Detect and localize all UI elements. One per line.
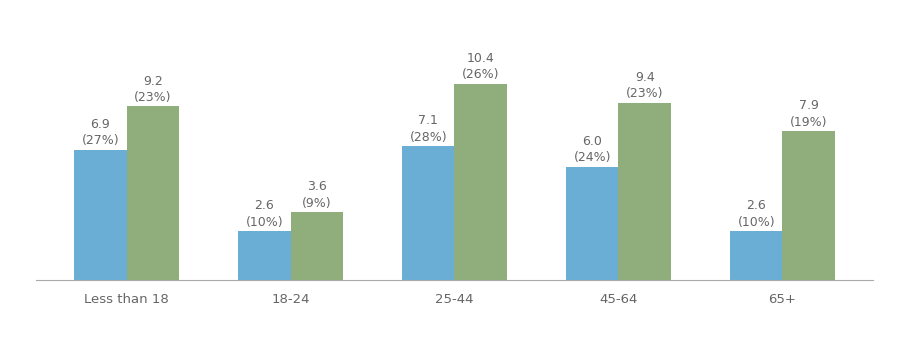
Text: 3.6
(9%): 3.6 (9%)	[302, 180, 331, 210]
Bar	[291, 212, 343, 280]
Text: 6.9
(27%): 6.9 (27%)	[82, 118, 119, 148]
Bar	[127, 106, 179, 280]
Bar	[618, 103, 671, 280]
Bar	[566, 167, 618, 280]
Text: 10.4
(26%): 10.4 (26%)	[462, 52, 500, 81]
Bar	[782, 131, 835, 280]
Bar	[730, 231, 782, 280]
Text: 7.1
(28%): 7.1 (28%)	[410, 114, 447, 144]
Text: 6.0
(24%): 6.0 (24%)	[573, 135, 611, 164]
Text: 9.4
(23%): 9.4 (23%)	[626, 71, 663, 100]
Text: 7.9
(19%): 7.9 (19%)	[790, 99, 827, 129]
Bar	[238, 231, 291, 280]
Text: 2.6
(10%): 2.6 (10%)	[246, 199, 284, 229]
Bar	[74, 150, 127, 280]
Bar	[454, 84, 507, 280]
Text: 9.2
(23%): 9.2 (23%)	[134, 75, 172, 104]
Text: 2.6
(10%): 2.6 (10%)	[737, 199, 775, 229]
Bar	[402, 146, 454, 280]
